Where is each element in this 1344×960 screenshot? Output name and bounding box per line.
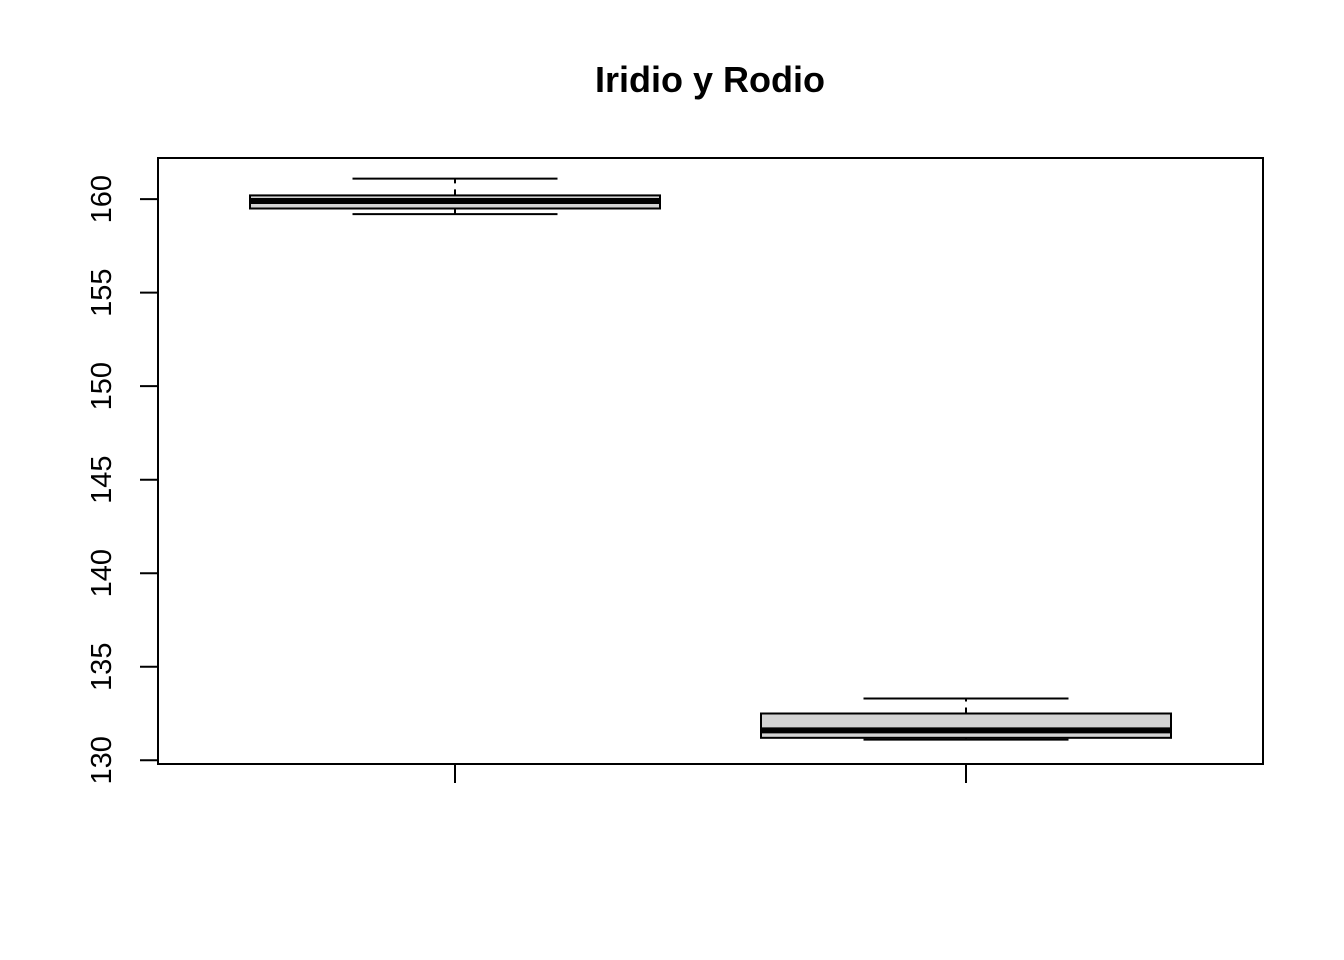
y-axis: 130 135 140 145 150 155 160 [86, 175, 159, 784]
y-tick-label: 160 [86, 175, 118, 223]
y-tick-label: 145 [86, 456, 118, 504]
plot-frame [157, 157, 1264, 765]
y-tick-label: 130 [86, 736, 118, 784]
y-tick-label: 155 [86, 268, 118, 316]
y-tick-label: 135 [86, 643, 118, 691]
box-iqr [760, 712, 1172, 739]
chart-title: Iridio y Rodio [595, 59, 825, 100]
box-1 [249, 177, 661, 216]
x-axis [454, 763, 967, 783]
box-group [249, 177, 1172, 741]
y-tick-label: 140 [86, 549, 118, 597]
box-2 [760, 697, 1172, 741]
y-tick-label: 150 [86, 362, 118, 410]
